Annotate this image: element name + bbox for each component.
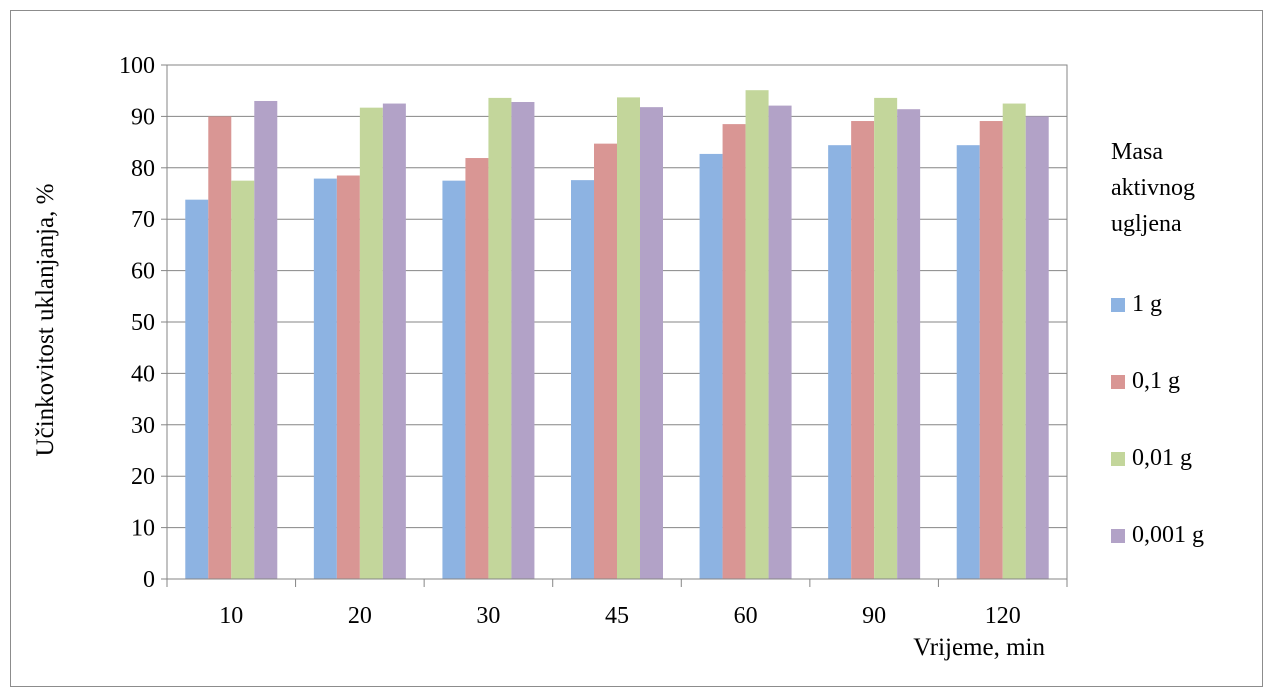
legend-entry: 0,1 g: [1132, 368, 1180, 394]
bar: [511, 102, 535, 580]
legend-entry: 0,01 g: [1132, 445, 1192, 471]
y-tick-label: 30: [131, 413, 155, 439]
legend-entry: 1 g: [1132, 291, 1162, 317]
bar: [617, 97, 640, 580]
x-tick-label: 30: [476, 603, 500, 629]
legend-title: aktivnog: [1111, 175, 1195, 201]
bar: [874, 97, 898, 580]
y-tick-label: 90: [131, 104, 155, 130]
x-tick-label: 45: [605, 603, 629, 629]
x-tick-label: 20: [348, 603, 372, 629]
bar: [1025, 116, 1049, 580]
bar: [488, 97, 512, 580]
bar: [336, 175, 360, 579]
bar: [851, 121, 875, 579]
legend-entry: 0,001 g: [1132, 522, 1204, 548]
y-axis-label: Učinkovitost uklanjanja, %: [32, 184, 59, 457]
bar: [699, 153, 723, 579]
x-tick-labels: 10 20 30 45 60 90 120: [219, 603, 1020, 629]
x-tick-label: 90: [862, 603, 886, 629]
bar: [359, 107, 383, 580]
bar: [979, 121, 1003, 579]
bar: [208, 116, 232, 580]
bars: [185, 90, 1049, 580]
bar: [640, 107, 663, 579]
bar: [442, 180, 466, 579]
legend-title: ugljena: [1111, 211, 1182, 237]
y-tick-label: 40: [131, 361, 155, 387]
x-axis-label: Vrijeme, min: [913, 634, 1045, 661]
bar: [231, 180, 255, 579]
legend: Masa aktivnog ugljena 1 g 0,1 g 0,01 g 0,001 g: [1111, 139, 1204, 548]
bar: [594, 143, 617, 579]
bar: [722, 124, 746, 580]
legend-swatch: [1111, 375, 1125, 389]
legend-title: Masa: [1111, 139, 1163, 165]
bar: [1002, 103, 1026, 580]
bar: [571, 180, 594, 580]
y-tick-label: 70: [131, 207, 155, 233]
bar: [185, 199, 209, 579]
y-tick-label: 20: [131, 464, 155, 490]
y-tick-labels: 0 10 20 30 40 50 60 70 80 90 100: [119, 53, 155, 593]
bar: [897, 109, 921, 579]
legend-swatch: [1111, 452, 1125, 466]
bar: [956, 145, 980, 579]
y-tick-label: 10: [131, 516, 155, 542]
x-tick-label: 10: [219, 603, 243, 629]
bar: [465, 158, 489, 579]
axes: [161, 64, 1068, 587]
y-tick-label: 50: [131, 310, 155, 336]
bar: [768, 105, 792, 579]
y-tick-label: 100: [119, 53, 155, 79]
x-tick-label: 120: [985, 603, 1021, 629]
bar: [313, 178, 337, 579]
bar: [254, 100, 278, 579]
y-tick-label: 0: [143, 567, 155, 593]
legend-swatch: [1111, 298, 1125, 312]
bar: [382, 103, 406, 580]
bar: [745, 90, 769, 579]
legend-swatch: [1111, 529, 1125, 543]
bar: [828, 145, 852, 579]
y-tick-label: 80: [131, 156, 155, 182]
y-tick-label: 60: [131, 259, 155, 285]
x-tick-label: 60: [734, 603, 758, 629]
